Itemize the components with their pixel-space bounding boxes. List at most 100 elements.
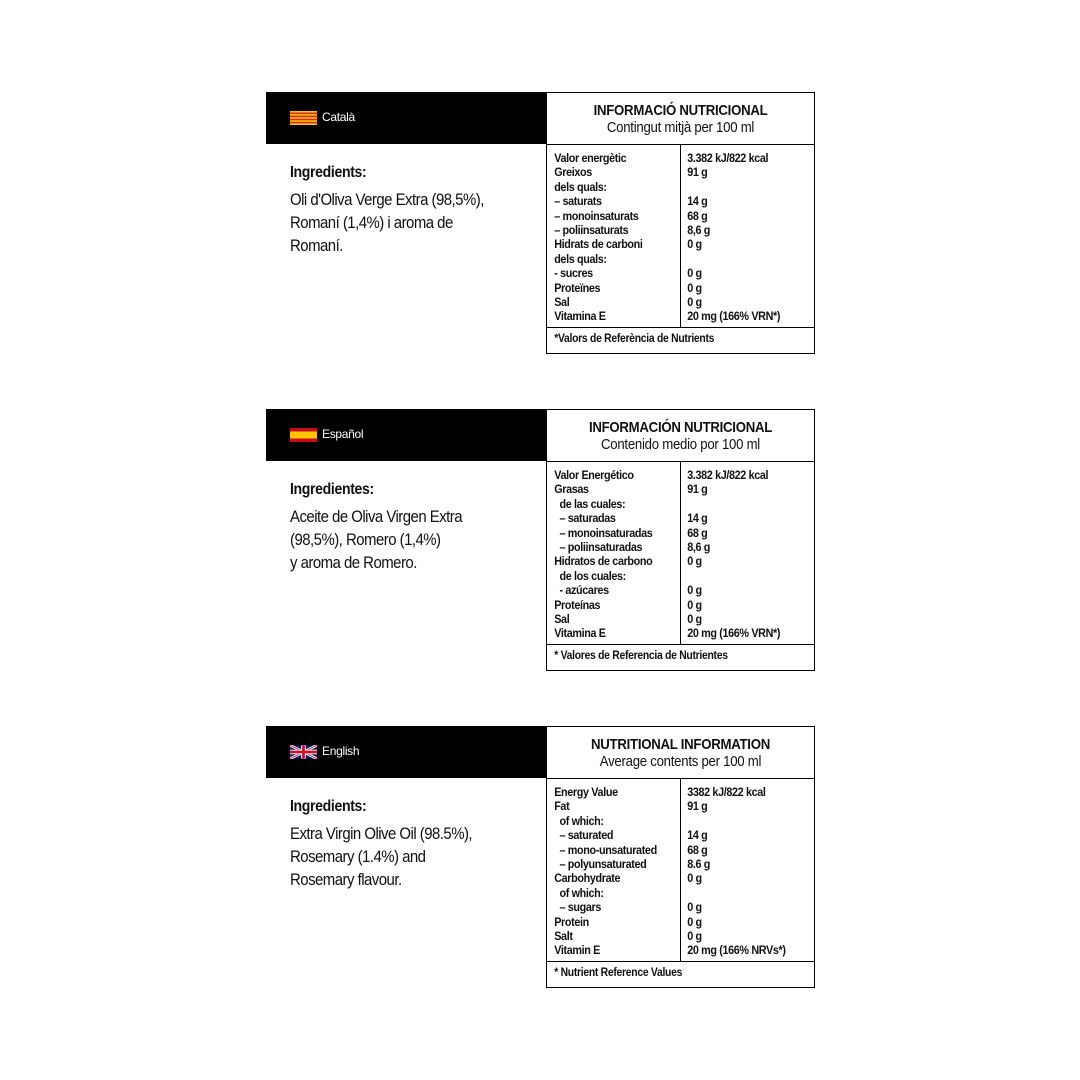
language-section: English Ingredients: Extra Virgin Olive … <box>266 726 816 990</box>
nutrient-row: - azúcares 0 g <box>547 583 814 597</box>
nutrient-row: - sucres 0 g <box>547 266 814 280</box>
nutrient-label: dels quals: <box>554 179 607 194</box>
nutrient-row: Vitamina E 20 mg (166% VRN*) <box>547 309 814 323</box>
nutrient-label: Grasas <box>554 482 589 497</box>
nutrient-value: 3382 kJ/822 kcal <box>687 785 766 799</box>
nutrient-label: de los cuales: <box>554 568 626 583</box>
nutrient-value <box>680 814 687 828</box>
nutrient-row: – saturated 14 g <box>547 828 814 842</box>
nutrient-label: Valor Energético <box>554 468 634 482</box>
nutrient-label: Fat <box>554 799 570 814</box>
nutrient-value: 0 g <box>687 597 702 612</box>
nutrient-label: – monoinsaturats <box>554 208 639 223</box>
nutrient-value: 8.6 g <box>687 856 711 871</box>
table-subtitle: Contingut mitjà per 100 ml <box>606 119 755 136</box>
nutrient-value: 3.382 kJ/822 kcal <box>687 468 769 482</box>
nutrition-table-header: NUTRITIONAL INFORMATION Average contents… <box>547 727 814 779</box>
nutrient-row: – sugars 0 g <box>547 900 814 914</box>
nutrient-value: 8,6 g <box>687 222 711 237</box>
nutrient-value: 0 g <box>687 914 702 929</box>
nutrient-value: 0 g <box>687 900 702 915</box>
nutrient-label: dels quals: <box>554 251 607 266</box>
nutrient-value: 68 g <box>687 842 708 857</box>
nutrient-value <box>680 886 687 900</box>
nutrition-table-header: INFORMACIÓ NUTRICIONAL Contingut mitjà p… <box>547 93 814 145</box>
table-title: INFORMACIÓN NUTRICIONAL <box>588 419 773 436</box>
nutrient-value: 0 g <box>687 280 702 295</box>
nutrient-label: – polyunsaturated <box>554 856 647 871</box>
nutrient-value <box>680 569 687 583</box>
uk-flag-icon <box>289 744 318 760</box>
nutrient-label: Proteïnes <box>554 280 601 295</box>
nutrient-label: Hidrats de carboni <box>554 237 643 252</box>
nutrient-label: – monoinsaturadas <box>554 525 653 540</box>
catalan-flag-icon <box>290 111 317 125</box>
nutrient-value: 0 g <box>687 583 702 598</box>
nutrient-row: – poliinsaturadas 8,6 g <box>547 540 814 554</box>
nutrient-value: 14 g <box>687 511 708 526</box>
nutrient-value: 68 g <box>687 208 708 223</box>
nutrient-value: 0 g <box>687 294 702 309</box>
ingredients-text: Oli d'Oliva Verge Extra (98,5%), Romaní … <box>290 190 484 255</box>
nutrient-row: – mono-unsaturated 68 g <box>547 843 814 857</box>
nutrient-label: – mono-unsaturated <box>554 842 657 857</box>
language-section: Español Ingredientes: Aceite de Oliva Vi… <box>266 409 816 673</box>
nutrient-row: Grasas 91 g <box>547 482 814 496</box>
nutrient-row: Protein 0 g <box>547 915 814 929</box>
nutrient-value: 68 g <box>687 525 708 540</box>
nutrient-value: 0 g <box>687 928 702 943</box>
nutrient-label: Sal <box>554 611 570 626</box>
nutrient-row: Vitamin E 20 mg (166% NRVs*) <box>547 943 814 957</box>
nutrient-row: Energy Value 3382 kJ/822 kcal <box>547 785 814 799</box>
table-footnote: * Nutrient Reference Values <box>554 967 683 979</box>
nutrient-label: Proteínas <box>554 597 601 612</box>
nutrient-rows: Energy Value 3382 kJ/822 kcal Fat 91 g of w… <box>547 779 814 962</box>
table-title: NUTRITIONAL INFORMATION <box>591 736 770 753</box>
nutrition-table-header: INFORMACIÓN NUTRICIONAL Contenido medio … <box>547 410 814 462</box>
nutrient-value: 20 mg (166% NRVs*) <box>687 943 786 958</box>
nutrient-row: Hidrats de carboni 0 g <box>547 237 814 251</box>
language-section: Català Ingredients: Oli d'Oliva Verge Ex… <box>266 92 816 356</box>
nutrition-table: INFORMACIÓ NUTRICIONAL Contingut mitjà p… <box>546 92 815 354</box>
nutrient-rows: Valor Energético 3.382 kJ/822 kcal Grasas 9… <box>547 462 814 645</box>
table-footnote: * Valores de Referencia de Nutrientes <box>554 650 728 662</box>
nutrient-value <box>680 252 687 266</box>
language-header-bar: English <box>266 726 546 778</box>
nutrient-row: Valor Energético 3.382 kJ/822 kcal <box>547 468 814 482</box>
nutrient-value: 8,6 g <box>687 539 711 554</box>
nutrient-label: – poliinsaturats <box>554 222 629 237</box>
language-label: English <box>322 744 360 758</box>
nutrient-row: – saturadas 14 g <box>547 511 814 525</box>
nutrient-rows: Valor energètic 3.382 kJ/822 kcal Greixos 9… <box>547 145 814 328</box>
nutrient-row: – polyunsaturated 8.6 g <box>547 857 814 871</box>
column-divider <box>680 462 681 644</box>
nutrient-row: dels quals: <box>547 252 814 266</box>
nutrient-row: Fat 91 g <box>547 799 814 813</box>
nutrient-row: of which: <box>547 886 814 900</box>
language-label: Español <box>322 427 364 441</box>
nutrient-value: 0 g <box>687 871 702 886</box>
language-header-bar: Español <box>266 409 546 461</box>
spanish-flag-icon <box>290 428 317 442</box>
nutrient-label: Sal <box>554 294 570 309</box>
nutrient-row: Proteïnes 0 g <box>547 281 814 295</box>
nutrient-label: Greixos <box>554 165 592 180</box>
nutrient-value: 14 g <box>687 828 708 843</box>
ingredients-title: Ingredients: <box>290 164 367 181</box>
nutrient-row: – poliinsaturats 8,6 g <box>547 223 814 237</box>
nutrient-row: Carbohydrate 0 g <box>547 871 814 885</box>
nutrient-value <box>680 180 687 194</box>
nutrient-value: 20 mg (166% VRN*) <box>687 626 781 641</box>
nutrient-label: Carbohydrate <box>554 871 621 886</box>
nutrient-value: 20 mg (166% VRN*) <box>687 309 781 324</box>
nutrient-label: Energy Value <box>554 785 618 799</box>
ingredients-text: Aceite de Oliva Virgen Extra (98,5%), Ro… <box>290 507 463 572</box>
nutrient-label: Valor energètic <box>554 151 627 165</box>
ingredients-title: Ingredientes: <box>290 481 374 498</box>
nutrient-row: Sal 0 g <box>547 612 814 626</box>
nutrient-label: Vitamina E <box>554 626 606 641</box>
nutrient-label: de las cuales: <box>554 496 626 511</box>
nutrient-row: – monoinsaturats 68 g <box>547 209 814 223</box>
nutrient-value: 91 g <box>687 165 708 180</box>
table-subtitle: Average contents per 100 ml <box>599 753 762 770</box>
